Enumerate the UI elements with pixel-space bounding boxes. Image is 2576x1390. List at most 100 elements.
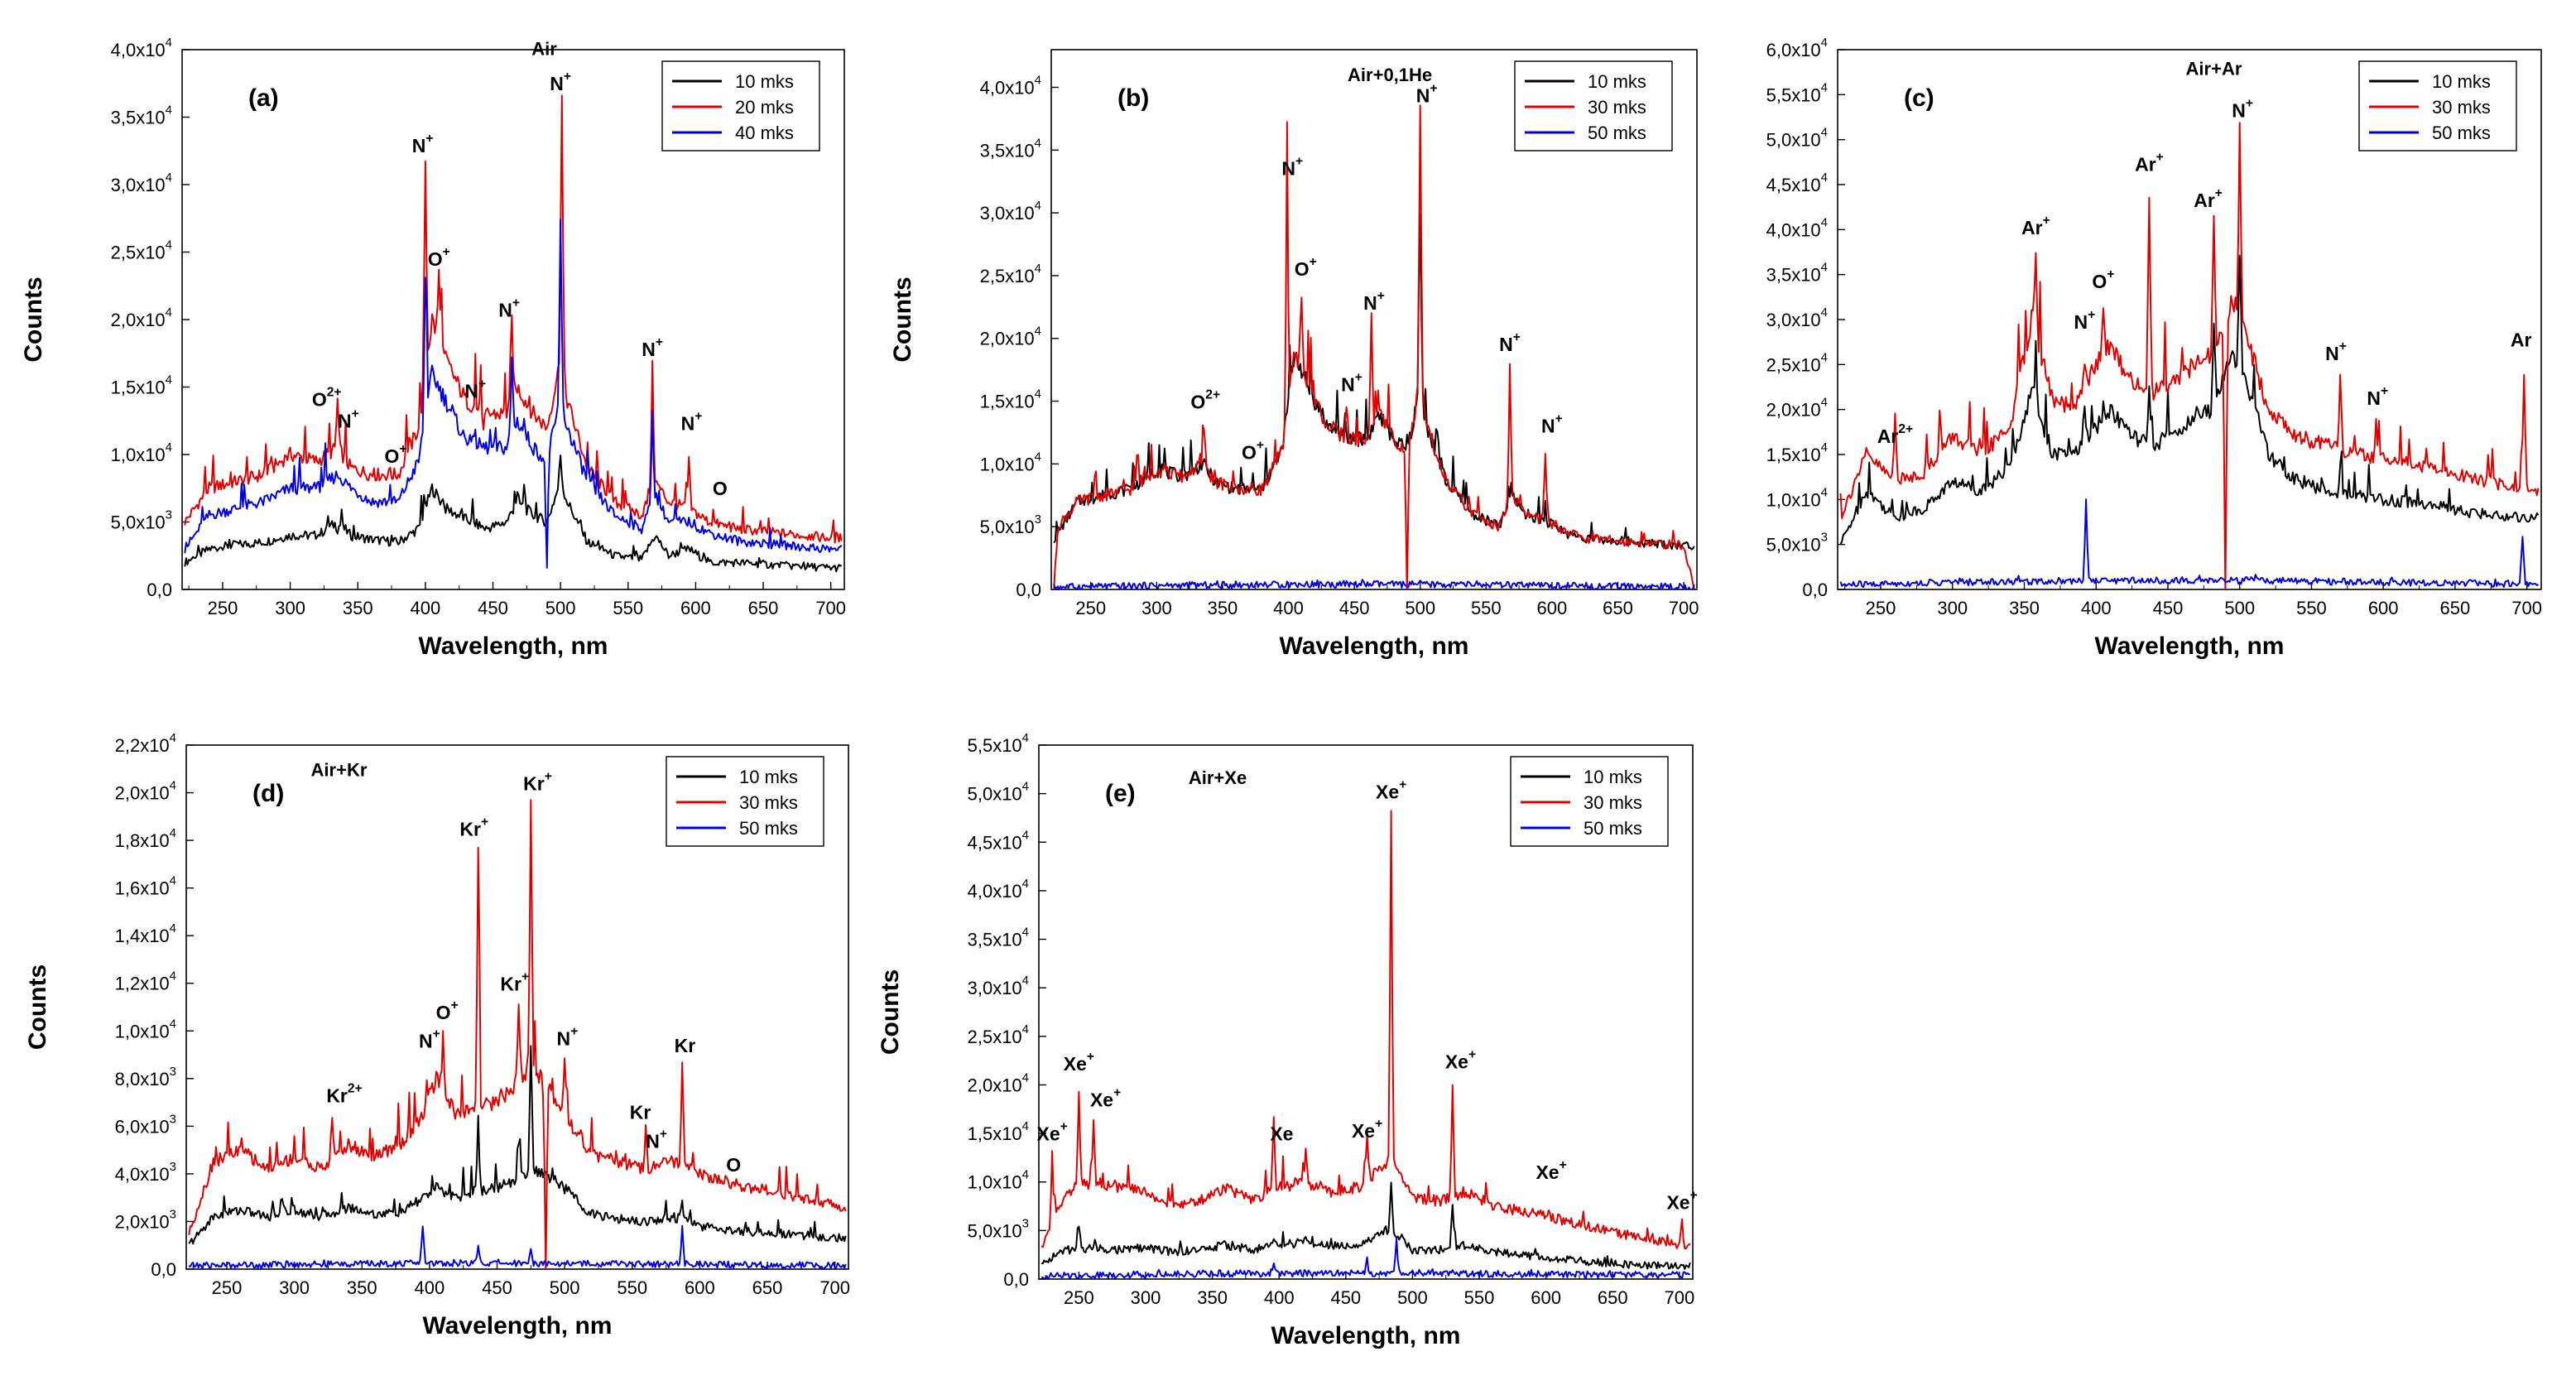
panel-letter: (c) [1904,84,1934,112]
x-tick-label: 600 [680,598,711,618]
y-tick-label: 0,0 [1003,1269,1029,1290]
legend-label: 30 mks [739,792,798,813]
y-tick-label: 1,4x104 [115,921,176,946]
x-tick-label: 450 [2153,598,2184,618]
peak-annotation: N+ [1499,330,1521,355]
panel-title: Air [531,39,557,60]
peak-annotation: Ar+ [2135,151,2164,176]
x-tick-label: 650 [752,1277,783,1298]
x-tick-label: 400 [415,1277,445,1298]
plot-frame [1050,49,1698,590]
panel-e: 250 300 350 400 450 500 550 600 650 700 0,0 5,0x103… [877,731,1698,1349]
y-tick-label: 5,0x103 [980,512,1041,537]
y-tick-label: 1,6x104 [115,874,176,899]
y-axis-title: Counts [20,277,47,362]
legend-label: 10 mks [735,71,794,92]
x-tick-label: 450 [1330,1287,1361,1308]
x-tick-label: 400 [411,598,441,618]
plot-frame [185,744,849,1270]
x-tick-label: 700 [2511,598,2542,618]
y-tick-label: 4,0x104 [980,73,1041,98]
series-line-30-mks [1053,104,1695,589]
x-tick-label: 700 [1669,598,1699,618]
x-tick-label: 650 [1598,1287,1628,1308]
panel-title: Air+0,1He [1348,65,1432,85]
y-tick-label: 5,5x104 [968,731,1029,756]
peak-annotation: O [726,1154,741,1176]
peak-annotation: Ar+ [2194,186,2223,211]
x-tick-label: 550 [613,598,643,618]
panel-title: Air+Xe [1189,767,1247,788]
y-tick-label: 1,0x104 [968,1168,1029,1193]
legend: 10 mks 30 mks 50 mks [1514,60,1673,152]
peak-annotation: N+ [1281,155,1303,180]
x-axis-title: Wavelength, nm [2095,632,2285,660]
x-tick-label: 300 [1937,598,1968,618]
y-tick-label: 2,0x104 [980,325,1041,349]
x-tick-label: 350 [347,1277,377,1298]
y-tick-label: 4,5x104 [968,828,1029,853]
legend-label: 30 mks [1584,792,1642,813]
peak-annotation: N+ [419,1027,440,1051]
x-tick-label: 300 [279,1277,310,1298]
y-tick-label: 0,0 [147,580,172,600]
panel-a: 250 300 350 400 450 500 550 600 650 700 0,0 5,0x103… [20,36,846,660]
series-line-10-mks [188,1045,847,1245]
y-tick-label: 0,0 [151,1259,176,1280]
x-tick-label: 350 [2009,598,2040,618]
y-axis-title: Counts [24,964,51,1050]
peak-annotation: Xe+ [1666,1189,1697,1214]
peak-annotation: N+ [1541,411,1563,436]
y-tick-label: 4,0x104 [968,877,1029,902]
y-tick-label: 1,0x104 [111,440,172,465]
peak-annotation: O+ [436,998,459,1023]
x-axis-title: Wavelength, nm [1271,1322,1461,1349]
y-tick-label: 6,0x104 [1766,36,1828,60]
y-tick-label: 2,0x103 [115,1207,176,1232]
peak-annotation: N+ [464,378,486,402]
x-tick-label: 550 [617,1277,647,1298]
x-tick-label: 500 [1397,1287,1428,1308]
legend: 10 mks 30 mks 50 mks [2358,60,2517,152]
legend: 10 mks 30 mks 50 mks [1510,756,1669,847]
y-tick-label: 4,5x104 [1766,171,1828,195]
peak-annotation: O2+ [312,385,342,410]
x-axis-title: Wavelength, nm [1280,632,1469,660]
peak-annotation: O+ [384,442,406,467]
peak-annotation: N+ [2232,97,2253,122]
y-tick-label: 2,5x104 [1766,350,1828,375]
y-axis-title: Counts [877,969,904,1055]
panel-letter: (d) [252,780,284,807]
x-tick-label: 300 [275,598,305,618]
peak-annotation: Kr [675,1035,696,1056]
y-tick-label: 8,0x103 [115,1065,176,1089]
legend-label: 40 mks [735,123,794,143]
peak-annotation: N+ [646,1127,667,1152]
y-tick-label: 2,0x104 [1766,396,1828,421]
series-line-50-mks [1053,579,1695,589]
peak-annotation: Xe+ [1445,1048,1476,1073]
peak-annotation: Kr+ [523,770,552,795]
legend-label: 10 mks [739,767,798,787]
y-tick-label: 5,0x103 [968,1216,1029,1241]
x-tick-label: 250 [212,1277,243,1298]
y-tick-label: 5,0x104 [968,780,1029,805]
peak-annotation: Ar [2511,329,2532,351]
x-tick-label: 350 [1208,598,1238,618]
peak-annotation: N+ [681,410,703,435]
peak-annotation: Kr2+ [326,1082,362,1107]
x-tick-label: 650 [2440,598,2471,618]
x-tick-label: 250 [1866,598,1896,618]
x-tick-label: 600 [685,1277,715,1298]
x-axis-title: Wavelength, nm [423,1312,613,1339]
series-line-40-mks [184,218,843,569]
y-tick-label: 3,5x104 [980,136,1041,161]
x-tick-label: 250 [1075,598,1106,618]
peak-annotation: Kr+ [459,815,488,839]
x-tick-label: 350 [343,598,373,618]
y-tick-label: 4,0x103 [115,1160,176,1185]
x-tick-label: 600 [1537,598,1568,618]
panel-c: 250 300 350 400 450 500 550 600 650 700 0,0 5,0x103… [1766,36,2542,660]
panel-b: 250 300 350 400 450 500 550 600 650 700 0,0 5,0x103… [889,49,1699,660]
peak-annotation: O+ [1295,255,1317,280]
